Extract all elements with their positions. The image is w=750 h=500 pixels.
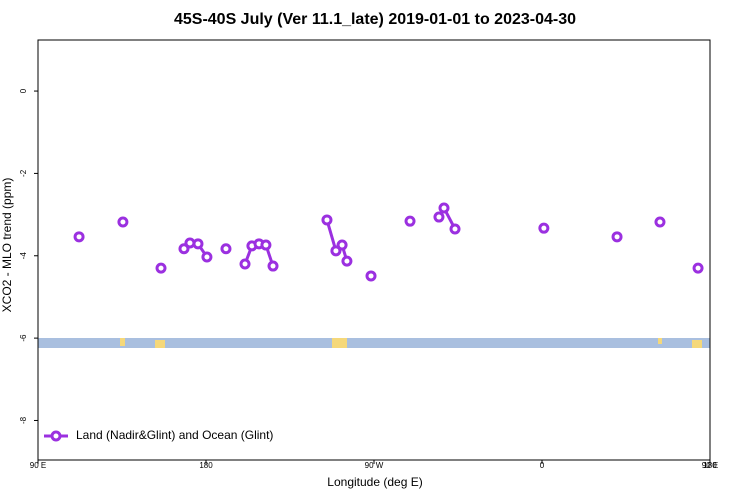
point [438, 202, 450, 214]
point [192, 238, 204, 250]
x-tick-label: 0 [540, 461, 545, 470]
point [73, 231, 85, 243]
legend-marker [50, 430, 62, 442]
point [692, 262, 704, 274]
point [239, 258, 251, 270]
point [336, 239, 348, 251]
plot-frame [37, 39, 711, 461]
point [365, 270, 377, 282]
x-tick-label: 180 [199, 461, 213, 470]
x-tick-label: 90 E [702, 461, 718, 470]
point [260, 239, 272, 251]
point [654, 216, 666, 228]
point [433, 211, 445, 223]
point [117, 216, 129, 228]
y-tick-label: -8 [19, 416, 28, 424]
y-tick-label: -2 [19, 169, 28, 177]
y-tick-label: -4 [19, 252, 28, 260]
point [267, 260, 279, 272]
map-strip [38, 338, 710, 348]
x-axis-label: Longitude (deg E) [327, 475, 422, 489]
y-tick-label: 0 [19, 88, 28, 93]
legend-label: Land (Nadir&Glint) and Ocean (Glint) [76, 428, 273, 442]
chart-title: 45S-40S July (Ver 11.1_late) 2019-01-01 … [174, 11, 576, 28]
point [220, 243, 232, 255]
point [341, 255, 353, 267]
point [201, 251, 213, 263]
x-tick-label: 90 E [30, 461, 46, 470]
point [538, 222, 550, 234]
point [611, 231, 623, 243]
y-axis-label: XCO2 - MLO trend (ppm) [0, 178, 14, 313]
point [330, 245, 342, 257]
x-tick-label: 90 W [365, 461, 384, 470]
y-tick-label: -6 [19, 334, 28, 342]
x-tick-label: 180 [703, 461, 717, 470]
point [404, 215, 416, 227]
point [321, 214, 333, 226]
point [449, 223, 461, 235]
point [155, 262, 167, 274]
